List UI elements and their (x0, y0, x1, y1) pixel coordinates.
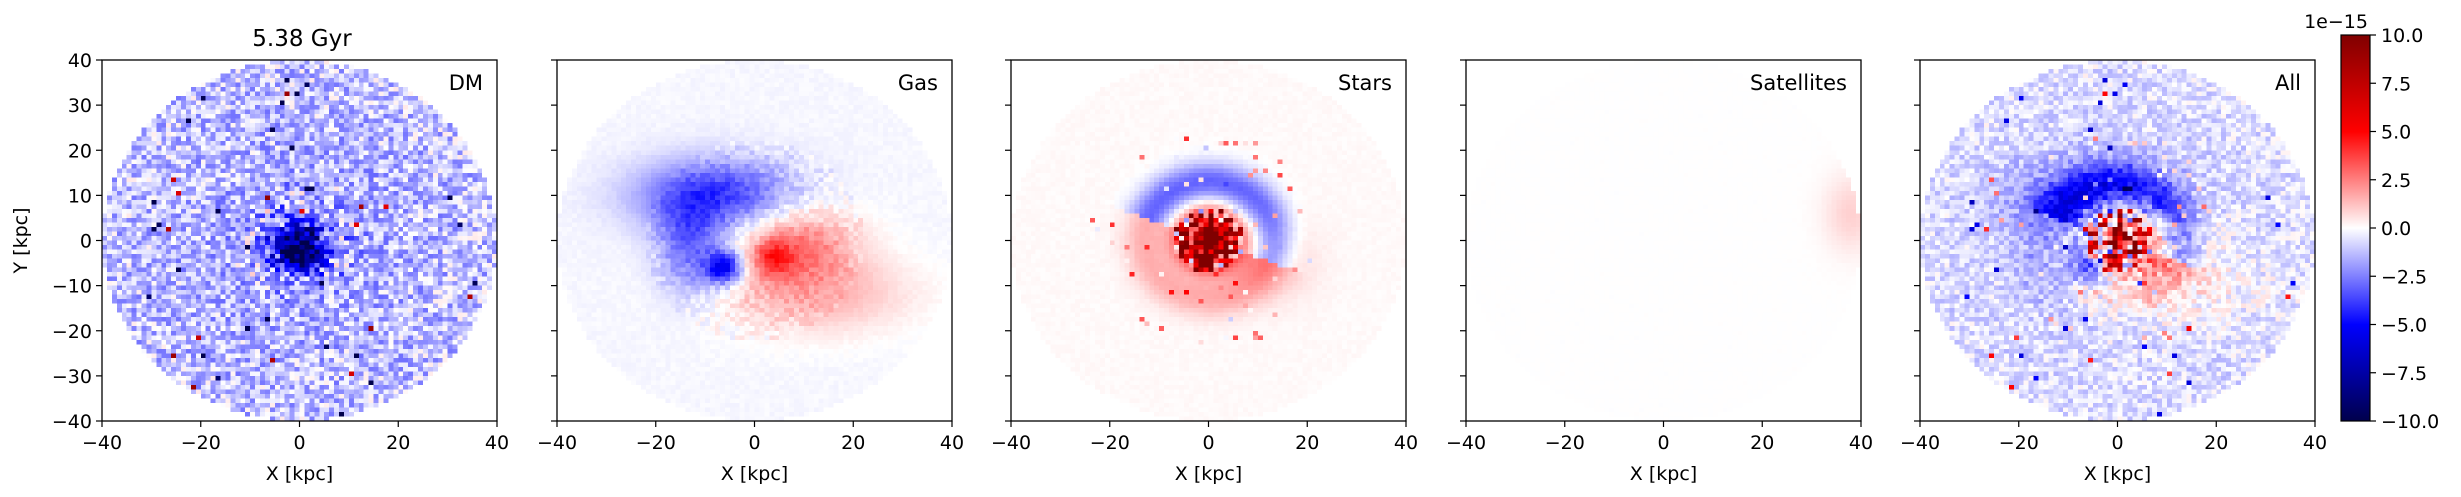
panel-label: Gas (898, 71, 938, 95)
x-tick-label: 20 (386, 432, 410, 454)
panel-dm: DM −40 −20 0 20 40 X [kpc] −40 −30 −20 −10 0 10 20 30 4… (10, 50, 509, 485)
x-axis-label: X [kpc] (1175, 463, 1242, 485)
panel-label: DM (449, 71, 483, 95)
panel-satellites: Satellites −40 −20 0 20 40 X [kpc] (1446, 59, 1873, 485)
x-axis-label: X [kpc] (721, 463, 788, 485)
heatmap-dm (102, 60, 497, 421)
colorbar-tick-label: −2.5 (2381, 266, 2427, 288)
heatmap-stars (1011, 60, 1406, 421)
x-tick-label: −40 (991, 432, 1031, 454)
y-tick-label: 10 (68, 185, 92, 207)
x-axis-label: X [kpc] (2084, 463, 2151, 485)
x-axis-label: X [kpc] (1630, 463, 1697, 485)
x-tick-label: 40 (485, 432, 509, 454)
x-tick-label: 0 (2111, 432, 2123, 454)
panel-all: All −40 −20 0 20 40 X [kpc] (1900, 59, 2327, 485)
heatmap-all (1920, 60, 2315, 421)
y-tick-label: −40 (52, 411, 92, 433)
x-tick-label: −40 (537, 432, 577, 454)
panels: DM −40 −20 0 20 40 X [kpc] −40 −30 −20 −10 0 10 20 30 4… (10, 50, 2327, 485)
y-tick-label: 30 (68, 95, 92, 117)
x-tick-label: −20 (1545, 432, 1585, 454)
x-tick-label: 20 (1750, 432, 1774, 454)
colorbar-tick-label: 0.0 (2381, 218, 2411, 240)
x-tick-label: 40 (1849, 432, 1873, 454)
y-axis-label: Y [kpc] (10, 208, 32, 275)
x-tick-label: −40 (82, 432, 122, 454)
heatmap-gas (557, 60, 952, 421)
x-tick-label: 40 (1394, 432, 1418, 454)
panel-stars: Stars −40 −20 0 20 40 X [kpc] (991, 59, 1418, 485)
panel-label: All (2275, 71, 2301, 95)
colorbar-tick-label: 2.5 (2381, 170, 2411, 192)
x-tick-label: −20 (1090, 432, 1130, 454)
x-tick-label: 0 (748, 432, 760, 454)
x-tick-label: 0 (1202, 432, 1214, 454)
x-tick-label: −40 (1900, 432, 1940, 454)
x-tick-label: 40 (940, 432, 964, 454)
x-tick-label: −20 (636, 432, 676, 454)
colorbar-tick-label: −5.0 (2381, 315, 2427, 337)
x-tick-label: 0 (293, 432, 305, 454)
x-axis-label: X [kpc] (266, 463, 333, 485)
colorbar-offset-text: 1e−15 (2304, 11, 2368, 33)
x-tick-label: 20 (841, 432, 865, 454)
colorbar-tick-label: 5.0 (2381, 122, 2411, 144)
x-tick-label: −20 (1999, 432, 2039, 454)
y-tick-label: −20 (52, 321, 92, 343)
y-tick-label: 20 (68, 140, 92, 162)
x-tick-label: −40 (1446, 432, 1486, 454)
y-tick-label: −30 (52, 366, 92, 388)
colorbar-tick-label: 10.0 (2381, 25, 2423, 47)
y-tick-label: −10 (52, 276, 92, 298)
figure-title: 5.38 Gyr (252, 26, 352, 52)
x-tick-label: 20 (1295, 432, 1319, 454)
colorbar-tick-label: −10.0 (2381, 411, 2439, 433)
panel-gas: Gas −40 −20 0 20 40 X [kpc] (537, 59, 964, 485)
heatmap-satellites (1466, 60, 1861, 421)
y-tick-label: 0 (80, 231, 92, 253)
colorbar-tick-label: −7.5 (2381, 363, 2427, 385)
colorbar: −10.0 −7.5 −5.0 −2.5 0.0 2.5 5.0 7.5 10.0 1e−15 (2304, 11, 2439, 433)
y-tick-label: 40 (68, 50, 92, 72)
x-tick-label: 0 (1657, 432, 1669, 454)
x-tick-label: 20 (2204, 432, 2228, 454)
panel-label: Stars (1338, 71, 1392, 95)
colorbar-gradient (2340, 34, 2371, 422)
x-tick-label: −20 (181, 432, 221, 454)
colorbar-tick-label: 7.5 (2381, 73, 2411, 95)
x-tick-label: 40 (2303, 432, 2327, 454)
panel-label: Satellites (1750, 71, 1847, 95)
